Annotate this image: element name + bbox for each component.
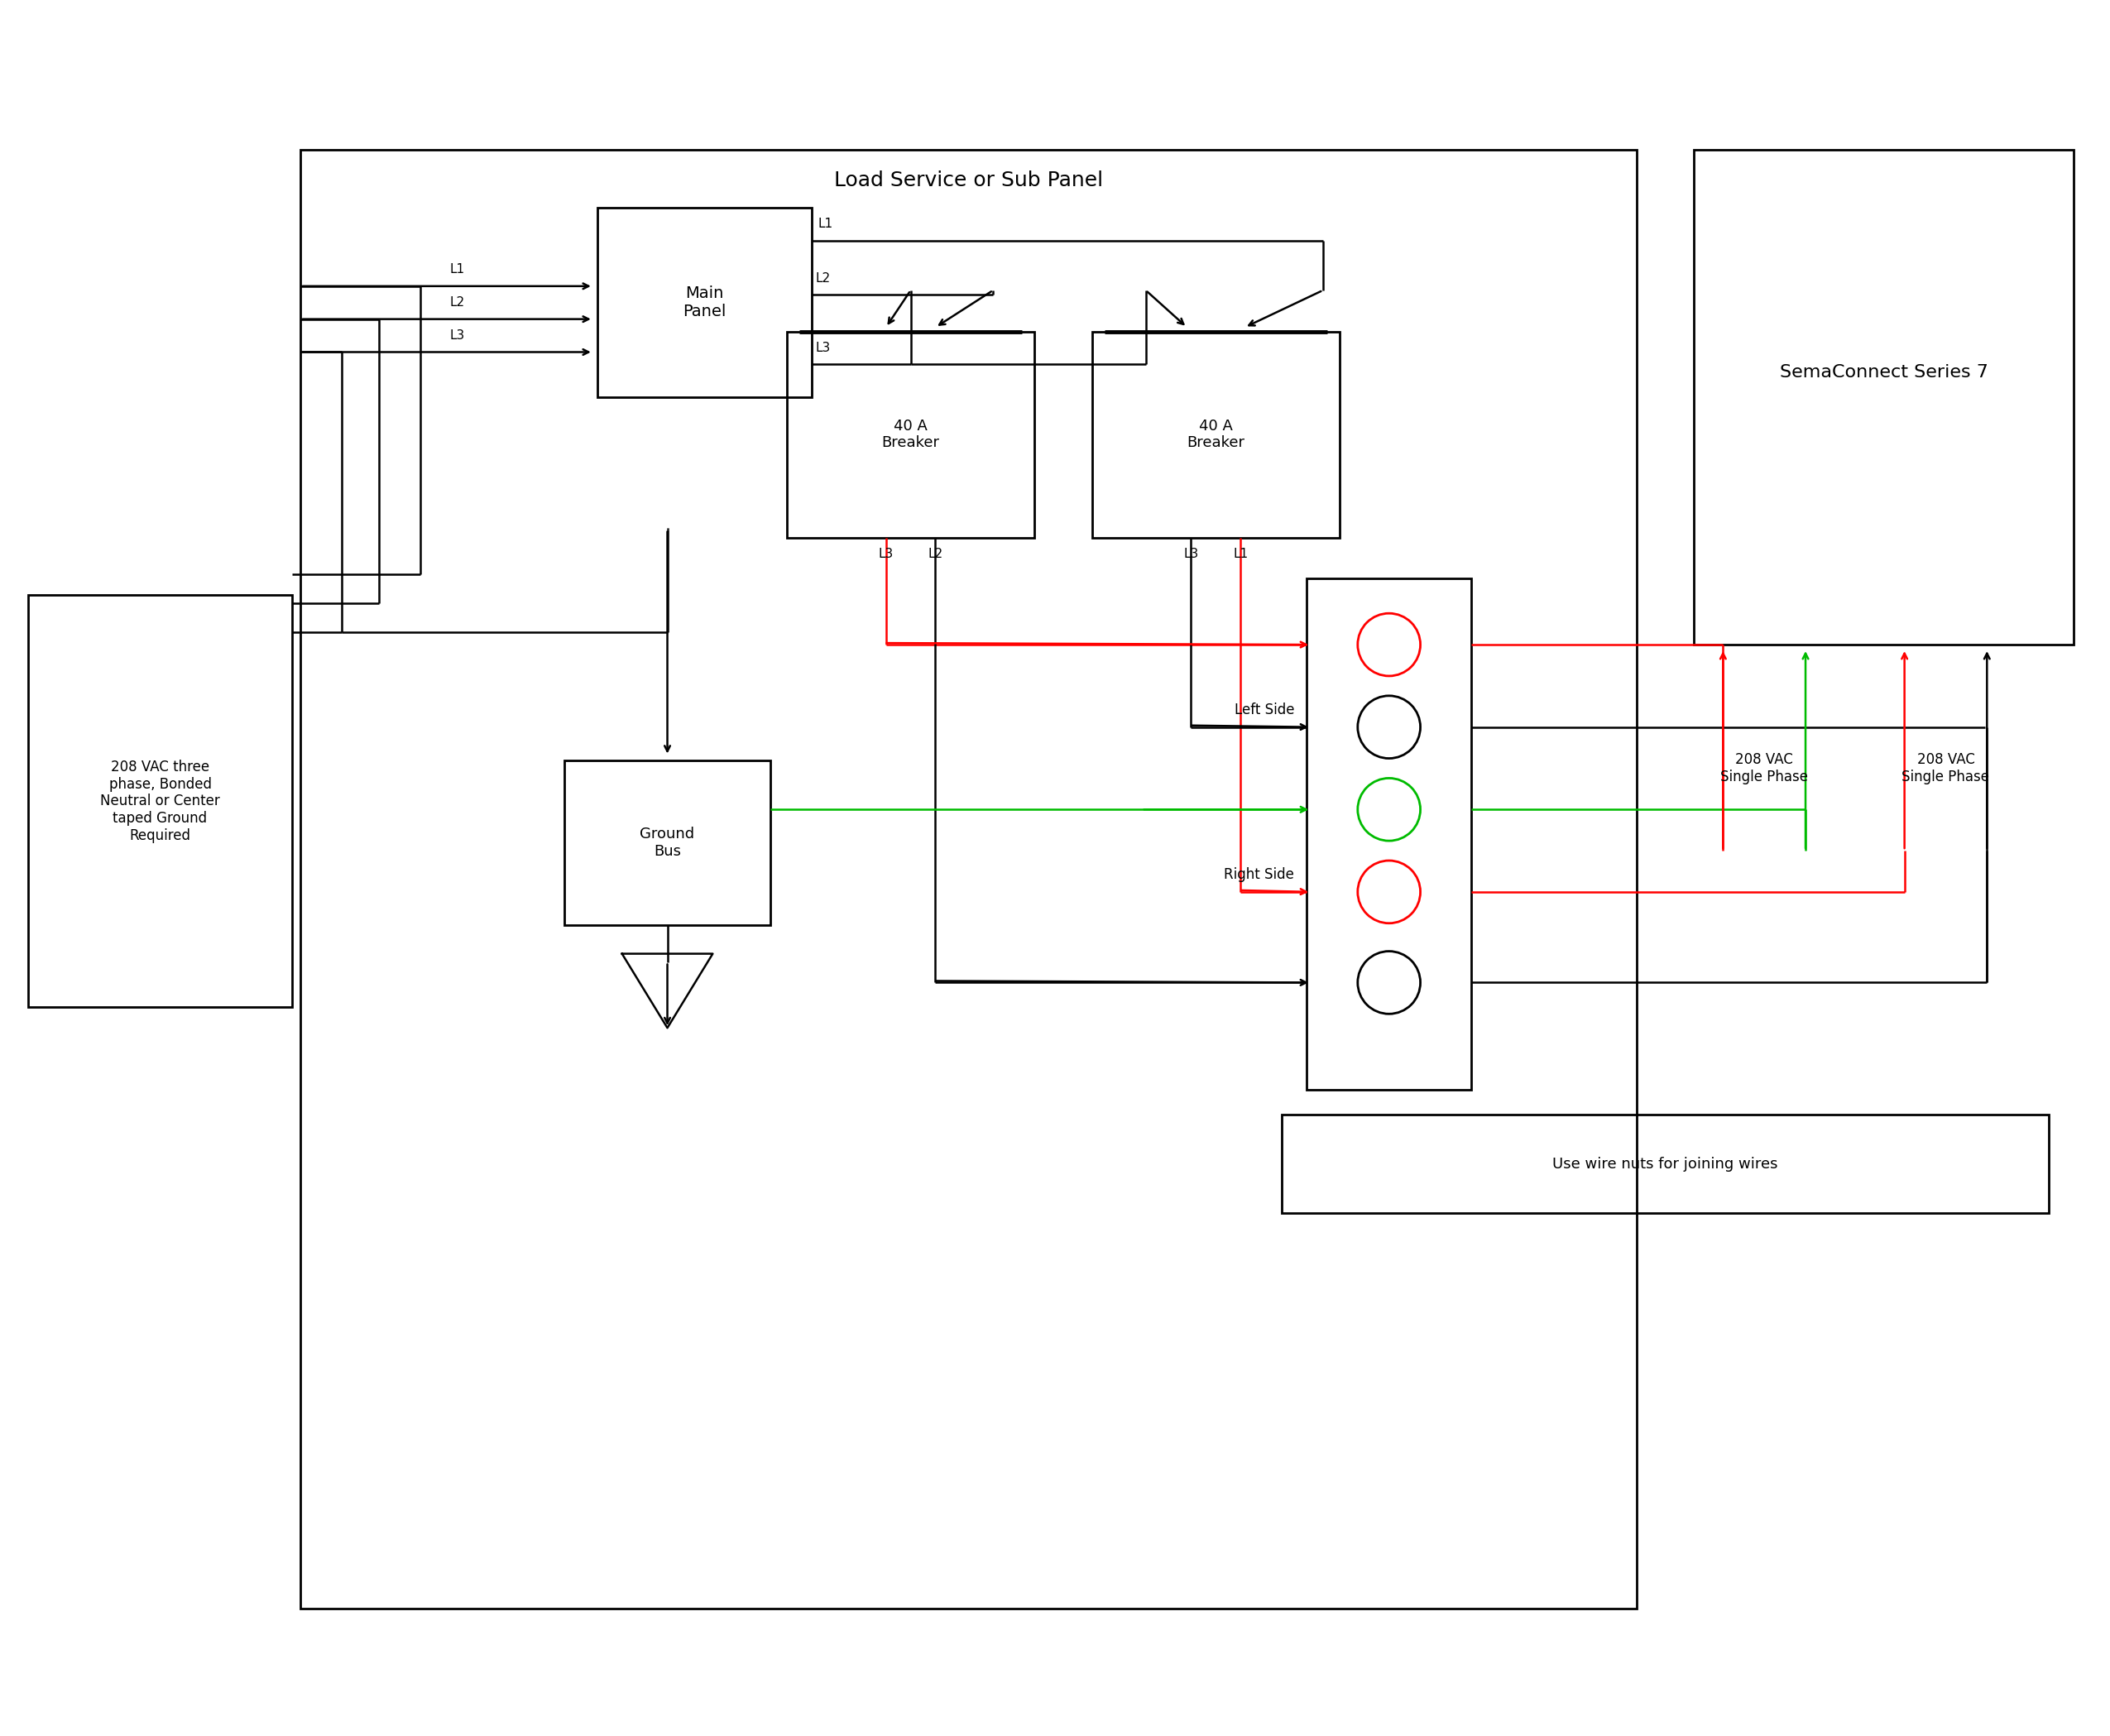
Text: 208 VAC
Single Phase: 208 VAC Single Phase: [1720, 752, 1808, 785]
Text: SemaConnect Series 7: SemaConnect Series 7: [1779, 365, 1988, 380]
Text: L2: L2: [928, 547, 943, 559]
Text: Load Service or Sub Panel: Load Service or Sub Panel: [833, 170, 1104, 191]
Bar: [1093, 332, 1340, 538]
Text: Use wire nuts for joining wires: Use wire nuts for joining wires: [1553, 1156, 1779, 1172]
Text: L1: L1: [449, 264, 464, 276]
Text: L3: L3: [817, 342, 831, 354]
Text: L2: L2: [817, 273, 831, 285]
Bar: [300, 149, 1637, 1609]
Text: Ground
Bus: Ground Bus: [639, 826, 694, 859]
Bar: [787, 332, 1034, 538]
Bar: [563, 760, 770, 925]
Text: L3: L3: [1184, 547, 1198, 559]
Text: L2: L2: [449, 295, 464, 309]
Text: L3: L3: [878, 547, 893, 559]
Bar: [1306, 578, 1471, 1090]
Text: 40 A
Breaker: 40 A Breaker: [882, 418, 939, 451]
Bar: [1281, 1115, 2049, 1213]
Text: L3: L3: [449, 328, 464, 342]
Bar: [1694, 149, 2074, 644]
Text: 208 VAC
Single Phase: 208 VAC Single Phase: [1901, 752, 1990, 785]
Text: 40 A
Breaker: 40 A Breaker: [1186, 418, 1245, 451]
Text: Left Side: Left Side: [1234, 703, 1293, 717]
Text: Right Side: Right Side: [1224, 866, 1293, 882]
Bar: [597, 208, 812, 398]
Text: L1: L1: [1232, 547, 1249, 559]
Text: Main
Panel: Main Panel: [684, 286, 726, 319]
Text: L1: L1: [819, 217, 833, 231]
Text: 208 VAC three
phase, Bonded
Neutral or Center
taped Ground
Required: 208 VAC three phase, Bonded Neutral or C…: [101, 759, 219, 844]
Bar: [27, 595, 291, 1007]
